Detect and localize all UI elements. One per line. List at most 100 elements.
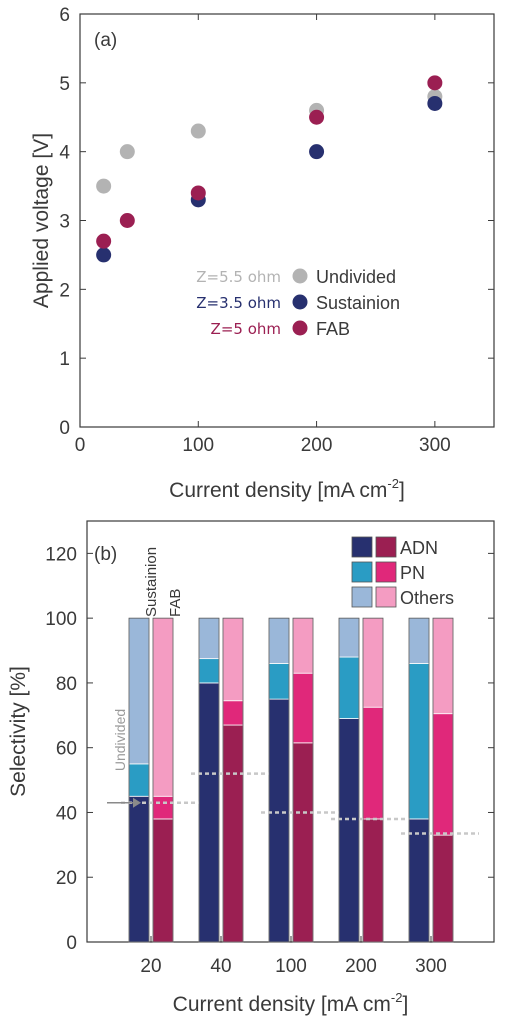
bar-fab-others [432, 617, 454, 715]
y-tick-label: 0 [66, 933, 77, 954]
data-point-undivided [96, 178, 112, 194]
y-tick-label: 3 [59, 212, 70, 233]
y-axis-title: Selectivity [%] [7, 666, 30, 797]
panel-a-scatter-chart: 0 100 200 300 0 1 2 3 4 5 6 (a) Applied voltage [V] C… [30, 5, 495, 502]
bar-fab-adn [432, 834, 454, 943]
bar-sustainion-pn [408, 663, 430, 820]
y-tick-label: 80 [56, 674, 77, 695]
bar-sustainion-adn [268, 698, 290, 943]
bar-fab-adn [152, 818, 174, 943]
bar-fab-pn [292, 672, 314, 744]
y-tick-label: 120 [45, 544, 77, 565]
y-tick-label: 4 [59, 143, 70, 164]
bar-fab-adn [222, 724, 244, 943]
bar-sustainion-others [268, 617, 290, 664]
x-axis-title: Current density [mA cm-2] [173, 990, 409, 1016]
bar-fab-others [362, 617, 384, 708]
legend-marker [292, 320, 308, 336]
bar-outline [268, 617, 290, 943]
bar-sustainion-pn [268, 663, 290, 700]
legend-swatch-fab [375, 561, 397, 583]
impedance-annotation: Z=3.5 ohm [196, 294, 281, 312]
bar-sustainion-others [408, 617, 430, 664]
bar-fab-adn [292, 742, 314, 943]
bar-outline [432, 617, 454, 943]
bar-fab-others [152, 617, 174, 797]
bar-fab-others [222, 617, 244, 702]
undivided-label: Undivided [112, 709, 128, 771]
x-tick-label: 200 [345, 956, 377, 977]
data-point-sustainion [96, 247, 112, 263]
x-tick-label: 0 [75, 435, 86, 456]
bar-sustainion-others [128, 617, 150, 765]
y-tick-label: 100 [45, 609, 77, 630]
y-tick-label: 40 [56, 803, 77, 824]
data-point-fab [427, 75, 443, 91]
data-point-undivided [190, 123, 206, 139]
impedance-annotation: Z=5.5 ohm [196, 268, 281, 286]
impedance-annotation: Z=5 ohm [211, 320, 281, 338]
bar-sustainion-adn [198, 682, 220, 943]
x-tick-label: 100 [275, 956, 307, 977]
y-tick-label: 6 [59, 5, 70, 26]
y-axis-title: Applied voltage [V] [30, 133, 53, 308]
legend-label: PN [400, 563, 425, 583]
bar-sustainion-pn [128, 763, 150, 797]
legend-label: ADN [400, 538, 438, 558]
legend-swatch-sustainion [351, 586, 373, 608]
legend-label: Others [400, 588, 454, 608]
bar-label-fab: FAB [167, 589, 184, 617]
legend-label: Sustainion [316, 293, 400, 313]
bar-outline [292, 617, 314, 943]
bar-outline [128, 617, 150, 943]
data-point-fab [190, 185, 206, 201]
x-axis-title: Current density [mA cm-2] [169, 476, 405, 502]
panel-b-stacked-bar-chart: 0 20 40 60 80 100 120 20 40 100 200 300 Undivided Sus… [7, 520, 495, 1016]
y-tick-label: 1 [59, 349, 70, 370]
legend-label: Undivided [316, 267, 396, 287]
x-tick-label: 200 [301, 435, 333, 456]
bar-outline [338, 617, 360, 943]
data-point-fab [119, 213, 135, 228]
bar-outline [408, 617, 430, 943]
bar-fab-pn [152, 795, 174, 820]
bar-fab-others [292, 617, 314, 674]
bar-fab-pn [362, 706, 384, 820]
data-point-sustainion [309, 144, 325, 160]
undivided-arrow-head [133, 797, 141, 808]
legend-marker [292, 268, 308, 284]
bar-fab-adn [362, 818, 384, 943]
bar-sustainion-adn [338, 718, 360, 943]
bar-sustainion-adn [408, 818, 430, 943]
data-point-fab [96, 233, 112, 249]
legend-swatch-fab [375, 586, 397, 608]
legend-swatch-fab [375, 536, 397, 558]
bar-outline [152, 617, 174, 943]
y-tick-label: 0 [59, 418, 70, 439]
y-tick-label: 5 [59, 74, 70, 95]
x-tick-label: 300 [415, 956, 447, 977]
data-point-sustainion [427, 95, 443, 111]
bar-fab-pn [432, 713, 454, 836]
x-tick-label: 20 [140, 956, 161, 977]
bar-outline [362, 617, 384, 943]
bar-outline [222, 617, 244, 943]
bar-label-sustainion: Sustainion [143, 547, 160, 617]
data-point-undivided [119, 144, 135, 160]
bar-outline [198, 617, 220, 943]
data-point-fab [309, 109, 325, 125]
bar-sustainion-pn [338, 656, 360, 719]
legend-label: FAB [316, 319, 350, 339]
legend-marker [292, 294, 308, 310]
bar-fab-pn [222, 700, 244, 726]
y-tick-label: 20 [56, 868, 77, 889]
panel-label: (a) [94, 30, 117, 51]
bar-sustainion-adn [128, 795, 150, 943]
y-tick-label: 60 [56, 739, 77, 760]
legend-swatch-sustainion [351, 536, 373, 558]
x-tick-label: 40 [210, 956, 231, 977]
bar-sustainion-others [338, 617, 360, 658]
y-tick-label: 2 [59, 280, 70, 301]
panel-label: (b) [94, 544, 117, 565]
bar-sustainion-others [198, 617, 220, 660]
